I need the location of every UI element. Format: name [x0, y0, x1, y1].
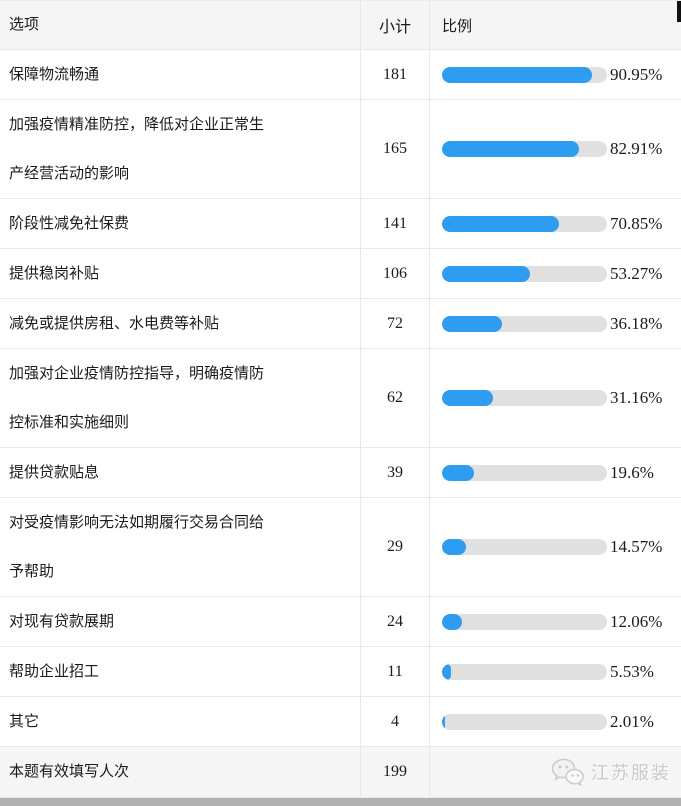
- subtotal-value: 106: [361, 249, 430, 298]
- table-row: 减免或提供房租、水电费等补贴 72 36.18%: [0, 299, 681, 349]
- percent-label: 2.01%: [610, 711, 654, 731]
- column-header-ratio: 比例: [442, 17, 473, 35]
- percent-bar-fill: [442, 66, 593, 83]
- option-label: 减免或提供房租、水电费等补贴: [0, 299, 361, 348]
- footer-total-value: 199: [361, 747, 430, 797]
- option-label: 其它: [0, 697, 361, 746]
- footer-total-label: 本题有效填写人次: [0, 747, 361, 797]
- ratio-cell: 36.18%: [430, 299, 681, 348]
- subtotal-value: 24: [361, 597, 430, 646]
- option-label: 帮助企业招工: [0, 647, 361, 696]
- percent-label: 19.6%: [610, 462, 654, 482]
- percent-bar-track: [442, 66, 607, 83]
- percent-label: 36.18%: [610, 313, 663, 333]
- column-header-subtotal: 小计: [361, 1, 430, 49]
- percent-bar-track: [442, 141, 607, 157]
- subtotal-value: 165: [361, 100, 430, 198]
- table-row: 保障物流畅通 181 90.95%: [0, 50, 681, 100]
- percent-bar-track: [442, 464, 607, 481]
- percent-label: 90.95%: [610, 64, 663, 84]
- subtotal-value: 141: [361, 199, 430, 248]
- percent-bar-track: [442, 315, 607, 332]
- percent-bar-fill: [442, 539, 467, 555]
- option-label: 提供贷款贴息: [0, 448, 361, 497]
- table-body: 保障物流畅通 181 90.95% 加强疫情精准防控，降低对企业正常生产经营活动…: [0, 50, 681, 747]
- option-label: 加强对企业疫情防控指导，明确疫情防控标准和实施细则: [0, 349, 361, 447]
- percent-bar-track: [442, 265, 607, 282]
- ratio-cell: 90.95%: [430, 50, 681, 99]
- column-header-option: 选项: [0, 1, 361, 49]
- table-row: 其它 4 2.01%: [0, 697, 681, 747]
- option-label: 提供稳岗补贴: [0, 249, 361, 298]
- ratio-cell: 82.91%: [430, 100, 681, 198]
- percent-label: 31.16%: [610, 388, 663, 407]
- ratio-cell: 19.6%: [430, 448, 681, 497]
- percent-bar-fill: [442, 464, 475, 481]
- percent-bar-fill: [442, 265, 530, 282]
- ratio-cell: 2.01%: [430, 697, 681, 746]
- percent-bar-fill: [442, 713, 446, 730]
- subtotal-value: 62: [361, 349, 430, 447]
- percent-label: 70.85%: [610, 213, 663, 233]
- percent-bar-track: [442, 613, 607, 630]
- option-label: 对现有贷款展期: [0, 597, 361, 646]
- subtotal-value: 39: [361, 448, 430, 497]
- option-label: 对受疫情影响无法如期履行交易合同给予帮助: [0, 498, 361, 596]
- table-header: 选项 小计 比例: [0, 1, 681, 50]
- percent-bar-fill: [442, 315, 502, 332]
- table-row: 提供贷款贴息 39 19.6%: [0, 448, 681, 498]
- percent-label: 82.91%: [610, 139, 663, 158]
- percent-label: 12.06%: [610, 611, 663, 631]
- ratio-cell: 53.27%: [430, 249, 681, 298]
- watermark: 江苏服装: [551, 758, 671, 786]
- ratio-cell: 12.06%: [430, 597, 681, 646]
- subtotal-value: 11: [361, 647, 430, 696]
- percent-bar-fill: [442, 141, 579, 157]
- wechat-icon: [551, 758, 584, 786]
- percent-bar-track: [442, 713, 607, 730]
- subtotal-value: 72: [361, 299, 430, 348]
- ratio-cell: 14.57%: [430, 498, 681, 596]
- option-label: 保障物流畅通: [0, 50, 361, 99]
- table-row: 阶段性减免社保费 141 70.85%: [0, 199, 681, 249]
- ratio-cell: 5.53%: [430, 647, 681, 696]
- watermark-text: 江苏服装: [591, 763, 671, 783]
- table-row: 加强对企业疫情防控指导，明确疫情防控标准和实施细则 62 31.16%: [0, 349, 681, 448]
- percent-label: 5.53%: [610, 661, 654, 681]
- percent-bar-track: [442, 215, 607, 232]
- bottom-strip: [0, 798, 681, 806]
- percent-bar-fill: [442, 613, 462, 630]
- footer-ratio-cell: 江苏服装: [430, 747, 681, 797]
- ratio-cell: 31.16%: [430, 349, 681, 447]
- percent-bar-fill: [442, 390, 494, 406]
- percent-label: 14.57%: [610, 537, 663, 556]
- percent-label: 53.27%: [610, 263, 663, 283]
- subtotal-value: 4: [361, 697, 430, 746]
- table-row: 帮助企业招工 11 5.53%: [0, 647, 681, 697]
- scrollbar-fragment: [677, 1, 681, 22]
- subtotal-value: 181: [361, 50, 430, 99]
- table-footer-row: 本题有效填写人次 199 江苏服装: [0, 747, 681, 798]
- percent-bar-fill: [442, 215, 559, 232]
- option-label: 加强疫情精准防控，降低对企业正常生产经营活动的影响: [0, 100, 361, 198]
- table-row: 对受疫情影响无法如期履行交易合同给予帮助 29 14.57%: [0, 498, 681, 597]
- table-row: 加强疫情精准防控，降低对企业正常生产经营活动的影响 165 82.91%: [0, 100, 681, 199]
- ratio-cell: 70.85%: [430, 199, 681, 248]
- table-row: 对现有贷款展期 24 12.06%: [0, 597, 681, 647]
- table-row: 提供稳岗补贴 106 53.27%: [0, 249, 681, 299]
- subtotal-value: 29: [361, 498, 430, 596]
- option-label: 阶段性减免社保费: [0, 199, 361, 248]
- percent-bar-track: [442, 390, 607, 406]
- percent-bar-track: [442, 539, 607, 555]
- percent-bar-fill: [442, 663, 452, 680]
- percent-bar-track: [442, 663, 607, 680]
